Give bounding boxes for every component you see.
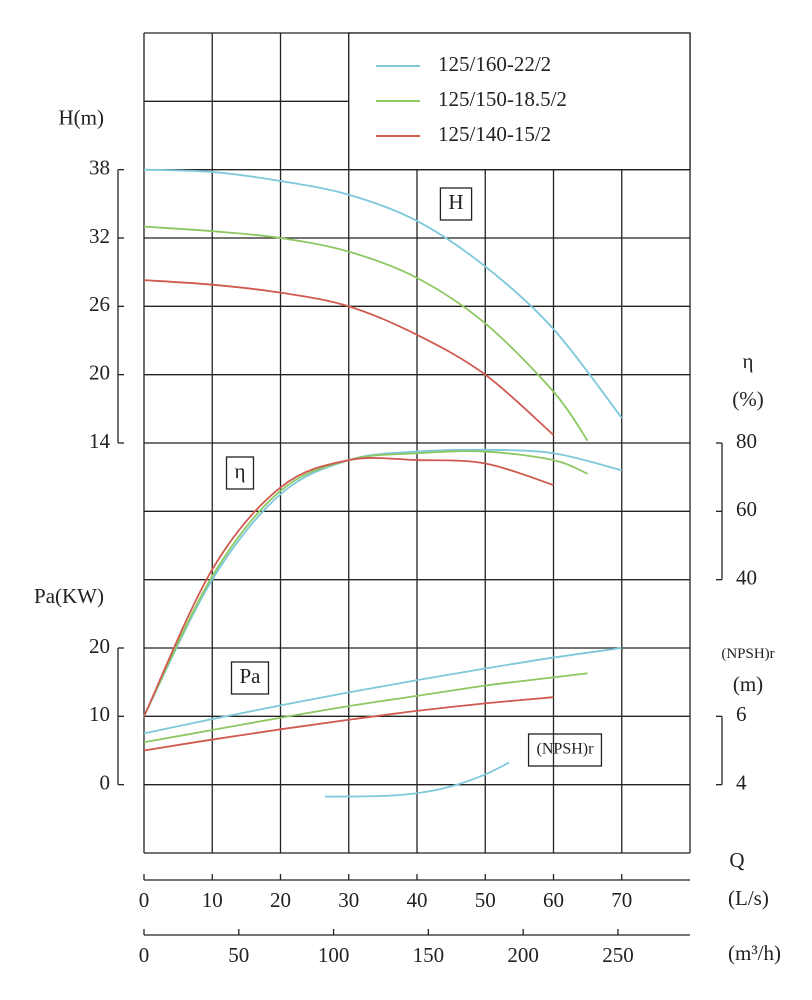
curve <box>143 647 622 735</box>
tick-label: 50 <box>475 888 496 912</box>
tick-label: 40 <box>407 888 428 912</box>
tick-label: 20 <box>89 634 110 658</box>
axis-unit: (m³/h) <box>728 941 781 965</box>
tick-label: 20 <box>270 888 291 912</box>
axis-title: H(m) <box>59 105 105 129</box>
axis-title: η <box>743 349 754 373</box>
legend-label: 125/160-22/2 <box>438 52 551 76</box>
tick-label: 4 <box>736 770 747 794</box>
tick-label: 26 <box>89 292 110 316</box>
tick-label: 32 <box>89 224 110 248</box>
curve-label-box <box>439 187 473 221</box>
tick-label: 38 <box>89 155 110 179</box>
curve-label: (NPSH)r <box>537 741 595 758</box>
curve-label: η <box>235 459 246 483</box>
tick-label: 150 <box>413 943 445 967</box>
curve-label-box <box>527 733 603 767</box>
curve-label-box <box>230 661 270 695</box>
tick-label: 20 <box>89 360 110 384</box>
axis-unit: (m) <box>733 672 763 696</box>
tick-label: 6 <box>736 702 747 726</box>
curve <box>143 279 555 436</box>
tick-label: 0 <box>139 888 150 912</box>
tick-label: 100 <box>318 943 350 967</box>
curve-label: Pa <box>240 664 262 688</box>
axis-title: (NPSH)r <box>721 646 774 662</box>
curve-label-box <box>225 456 255 490</box>
tick-label: 80 <box>736 429 757 453</box>
curve <box>143 225 589 442</box>
tick-label: 70 <box>611 888 632 912</box>
axis-unit: (L/s) <box>728 886 769 910</box>
axis-title: Q <box>729 848 744 872</box>
curve <box>143 457 554 717</box>
curve <box>324 761 510 798</box>
tick-label: 30 <box>338 888 359 912</box>
tick-label: 250 <box>602 943 634 967</box>
tick-label: 10 <box>202 888 223 912</box>
curve <box>143 168 623 419</box>
curve-label: H <box>448 190 463 214</box>
tick-label: 40 <box>736 565 757 589</box>
tick-label: 10 <box>89 702 110 726</box>
curve <box>143 696 554 752</box>
tick-label: 14 <box>89 429 111 453</box>
legend-label: 125/150-18.5/2 <box>438 87 567 111</box>
tick-label: 200 <box>507 943 539 967</box>
curve <box>143 672 588 744</box>
tick-label: 50 <box>228 943 249 967</box>
tick-label: 60 <box>736 497 757 521</box>
curve <box>143 448 622 717</box>
axis-title: Pa(KW) <box>34 584 104 608</box>
legend-label: 125/140-15/2 <box>438 122 551 146</box>
tick-label: 60 <box>543 888 564 912</box>
axis-unit: (%) <box>732 387 763 411</box>
tick-label: 0 <box>100 770 111 794</box>
tick-label: 0 <box>139 943 150 967</box>
